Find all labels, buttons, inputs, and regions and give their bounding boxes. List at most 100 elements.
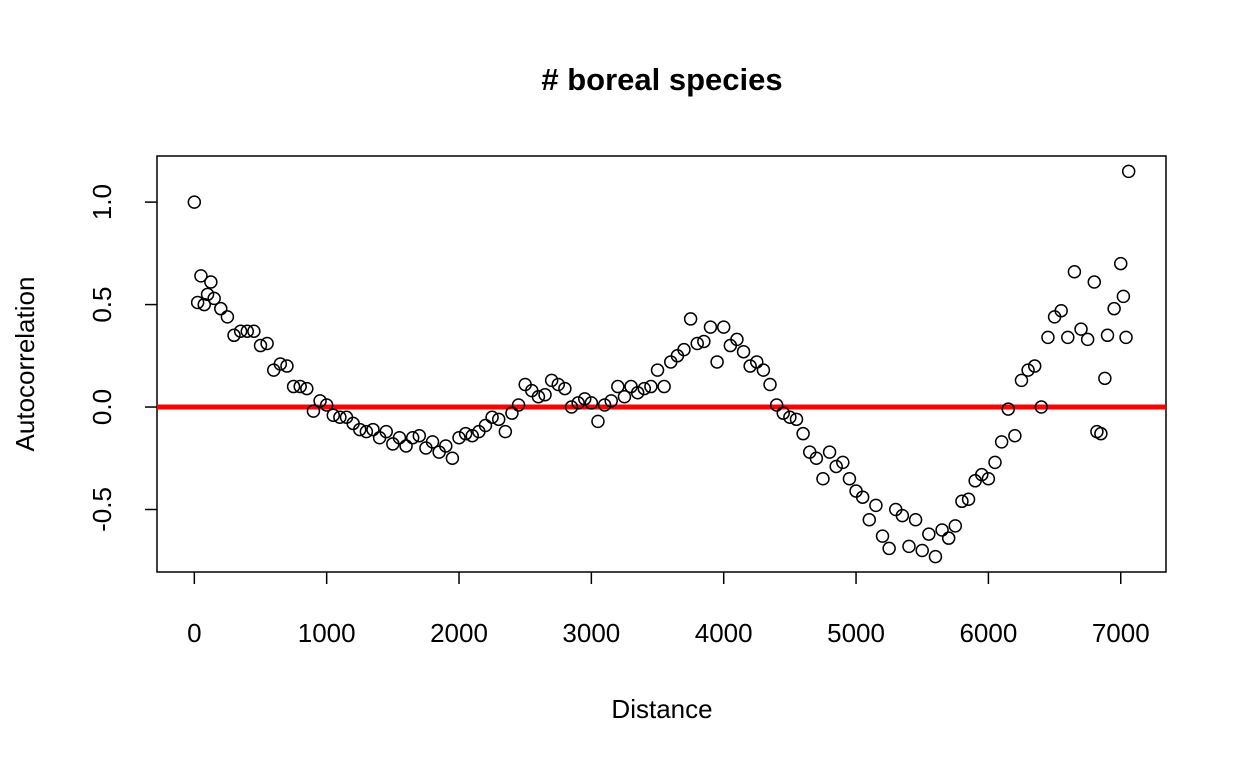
point xyxy=(379,424,393,439)
point xyxy=(1001,402,1015,416)
point xyxy=(842,472,857,486)
x-tick-label: 2000 xyxy=(430,618,488,648)
y-tick-label: 0.5 xyxy=(87,286,117,322)
point xyxy=(1121,164,1136,179)
x-tick-label: 4000 xyxy=(695,618,753,648)
point xyxy=(491,412,506,427)
point xyxy=(809,451,824,466)
point xyxy=(412,428,427,443)
point xyxy=(975,467,989,482)
point xyxy=(445,451,460,466)
point xyxy=(928,549,943,564)
chart-title: # boreal species xyxy=(541,62,782,97)
point xyxy=(716,320,731,334)
point xyxy=(439,439,453,453)
point xyxy=(505,406,519,420)
point xyxy=(571,396,585,410)
point xyxy=(677,342,691,357)
point xyxy=(1041,330,1055,345)
point xyxy=(961,492,976,507)
point xyxy=(319,398,334,412)
point xyxy=(511,398,526,412)
point xyxy=(204,275,218,289)
point xyxy=(1107,301,1121,316)
point xyxy=(227,328,241,343)
point xyxy=(465,428,479,443)
point xyxy=(710,355,724,369)
point xyxy=(816,472,830,486)
point xyxy=(425,435,440,449)
point xyxy=(948,519,963,533)
point xyxy=(326,408,341,422)
point xyxy=(359,424,374,439)
point xyxy=(240,324,255,338)
point xyxy=(399,439,413,453)
point xyxy=(190,295,205,310)
point xyxy=(730,332,744,347)
y-tick-label: 0.0 xyxy=(87,389,117,425)
point xyxy=(895,508,910,523)
point xyxy=(915,543,929,558)
point xyxy=(683,312,698,326)
point xyxy=(1021,363,1035,377)
point xyxy=(498,424,513,439)
point xyxy=(941,531,956,545)
point xyxy=(736,344,751,359)
point xyxy=(1116,289,1131,304)
point xyxy=(1014,373,1029,388)
point xyxy=(657,379,671,394)
point xyxy=(829,459,843,474)
point xyxy=(776,406,791,420)
point xyxy=(485,410,499,425)
point xyxy=(333,410,347,425)
point xyxy=(1054,303,1068,318)
point xyxy=(743,359,757,373)
point xyxy=(293,379,307,394)
point xyxy=(544,373,559,388)
point xyxy=(822,445,837,459)
point xyxy=(756,363,771,377)
y-axis-label: Autocorrelation xyxy=(10,277,40,452)
point xyxy=(1074,322,1088,336)
point xyxy=(617,390,632,404)
x-tick-label: 3000 xyxy=(562,618,620,648)
point xyxy=(630,385,645,400)
point xyxy=(862,512,877,527)
x-tick-label: 7000 xyxy=(1092,618,1150,648)
x-tick-label: 0 xyxy=(187,618,201,648)
point xyxy=(644,379,658,394)
point xyxy=(405,431,420,445)
point xyxy=(769,398,784,412)
point xyxy=(869,498,883,513)
point xyxy=(564,400,579,414)
point xyxy=(908,512,923,527)
point xyxy=(214,301,228,316)
point xyxy=(1067,265,1082,279)
point xyxy=(452,431,466,445)
x-tick-label: 6000 xyxy=(959,618,1017,648)
point xyxy=(637,381,652,396)
point xyxy=(597,398,612,412)
point xyxy=(988,455,1002,470)
point xyxy=(690,336,704,351)
point xyxy=(1119,330,1133,345)
point xyxy=(1027,359,1042,373)
point xyxy=(253,338,268,353)
y-tick-label: -0.5 xyxy=(87,487,117,532)
point xyxy=(194,269,208,283)
point xyxy=(187,195,202,209)
point xyxy=(981,472,996,486)
point xyxy=(855,490,870,504)
point xyxy=(577,392,592,406)
point xyxy=(306,404,321,418)
point xyxy=(1087,275,1102,289)
point xyxy=(353,422,367,437)
point xyxy=(1061,330,1075,345)
point xyxy=(220,310,235,324)
point xyxy=(875,529,890,543)
point xyxy=(902,539,916,554)
point xyxy=(763,377,777,392)
point xyxy=(650,363,665,377)
point xyxy=(611,379,625,394)
point xyxy=(697,334,711,349)
